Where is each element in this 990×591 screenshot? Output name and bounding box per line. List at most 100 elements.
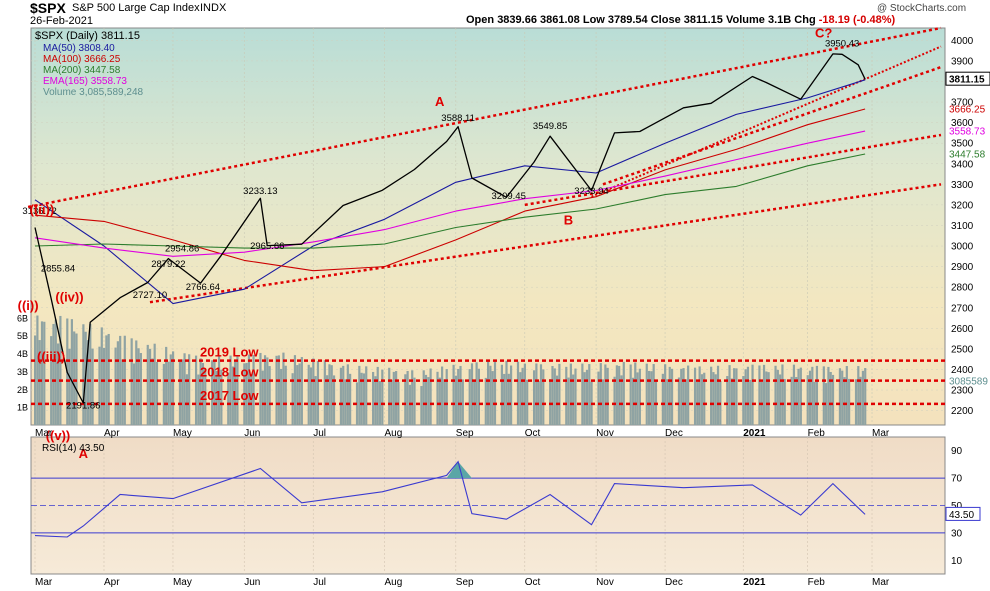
volume-bar: [307, 364, 310, 425]
price-annotation: 2766.64: [186, 282, 220, 293]
volume-bar: [661, 373, 664, 425]
volume-bar: [217, 356, 221, 425]
volume-bar: [813, 381, 816, 425]
volume-bar: [542, 369, 545, 425]
volume-bar: [82, 324, 85, 425]
volume-bar: [54, 319, 57, 425]
price-annotation: 2965.66: [250, 241, 284, 252]
volume-bar: [284, 365, 287, 425]
price-x-tick-label: May: [173, 428, 192, 439]
volume-bar: [622, 361, 625, 425]
volume-bar: [861, 370, 865, 425]
volume-bar: [758, 365, 761, 425]
volume-bar: [411, 370, 414, 425]
volume-bar: [650, 371, 653, 425]
volume-bar: [438, 377, 441, 425]
volume-bar: [848, 378, 851, 425]
volume-bar: [404, 374, 407, 425]
volume-bar: [151, 358, 154, 425]
volume-bar: [312, 358, 315, 425]
rsi-y-tick-label: 50: [951, 501, 963, 512]
volume-bar: [70, 319, 73, 425]
support-line-label: 2019 Low: [200, 345, 259, 360]
volume-bar: [585, 369, 589, 425]
volume-bar: [52, 323, 55, 425]
volume-bar: [457, 368, 460, 425]
volume-bar: [165, 346, 168, 425]
volume-bar: [680, 368, 683, 425]
volume-bar: [567, 377, 570, 425]
volume-bar: [339, 367, 343, 425]
rsi-y-tick-label: 10: [951, 556, 963, 567]
volume-bar: [86, 340, 90, 425]
price-y-tick-label: 3700: [951, 98, 974, 109]
volume-bar: [395, 371, 398, 425]
volume-bar: [293, 355, 297, 425]
volume-bar: [162, 363, 165, 425]
volume-bar: [259, 352, 262, 425]
volume-bar: [132, 363, 136, 425]
volume-bar: [489, 365, 492, 425]
price-x-tick-label: Aug: [385, 428, 403, 439]
volume-bar: [309, 367, 313, 425]
price-y-tick-label: 3500: [951, 139, 974, 150]
volume-bar: [119, 335, 122, 425]
volume-bar: [211, 360, 214, 425]
volume-bar: [234, 361, 237, 425]
volume-y-tick-label: 3B: [17, 367, 28, 377]
volume-bar: [167, 361, 170, 425]
volume-bar: [507, 373, 510, 425]
price-annotation: 2855.84: [41, 264, 75, 275]
volume-bar: [666, 379, 669, 425]
price-x-tick-label: 2021: [743, 428, 766, 439]
price-y-tick-label: 2900: [951, 262, 974, 273]
price-x-tick-label: Mar: [872, 428, 890, 439]
price-y-tick-label: 3100: [951, 221, 974, 232]
volume-bar: [549, 379, 552, 425]
rsi-x-tick-label: Mar: [35, 577, 53, 588]
volume-bar: [443, 379, 446, 425]
volume-bar: [523, 363, 526, 425]
volume-bar: [326, 375, 329, 425]
volume-bar: [797, 368, 800, 425]
rsi-x-tick-label: 2021: [743, 577, 766, 588]
volume-bar: [227, 372, 230, 425]
price-y-tick-label: 2300: [951, 386, 974, 397]
volume-bar: [247, 354, 251, 425]
volume-bar: [783, 378, 786, 425]
volume-bar: [493, 360, 497, 425]
volume-bar: [436, 371, 439, 425]
volume-bar: [726, 376, 729, 425]
volume-bar: [378, 381, 382, 425]
volume-bar: [50, 336, 53, 425]
moving-average-line: [34, 130, 866, 257]
volume-bar: [137, 348, 140, 425]
wave-label: C?: [815, 25, 832, 40]
right-axis-value-box: [945, 71, 990, 86]
rsi-x-tick-label: Apr: [104, 577, 120, 588]
volume-value: 3.1B: [767, 14, 792, 26]
volume-bar: [229, 355, 232, 425]
chart-date: 26-Feb-2021: [30, 15, 93, 27]
chart-symbol: $SPX: [30, 0, 66, 16]
volume-bar: [521, 367, 524, 425]
price-y-tick-label: 2200: [951, 406, 974, 417]
volume-bar: [148, 348, 152, 425]
volume-bar: [859, 376, 862, 425]
volume-bar: [268, 366, 271, 425]
volume-bar: [733, 368, 736, 425]
low-value: 3789.54: [607, 14, 648, 26]
volume-bar: [314, 376, 317, 425]
volume-bar: [349, 373, 352, 425]
price-y-tick-label: 2600: [951, 324, 974, 335]
rsi-current-value: 43.50: [949, 510, 974, 521]
volume-bar: [631, 377, 635, 425]
volume-bar: [261, 370, 264, 425]
volume-bar: [765, 371, 768, 425]
volume-bar: [420, 386, 423, 425]
price-annotation: 3136.72: [22, 206, 56, 217]
volume-bar: [831, 374, 835, 425]
volume-bar: [452, 364, 455, 425]
price-y-tick-label: 3000: [951, 242, 974, 253]
